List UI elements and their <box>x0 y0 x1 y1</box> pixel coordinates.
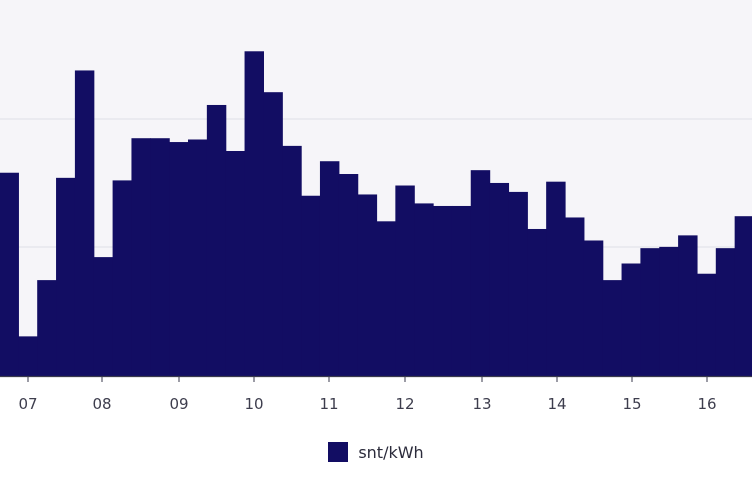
bars <box>0 51 752 376</box>
bar-38[interactable] <box>715 248 736 376</box>
bar-22[interactable] <box>414 203 434 376</box>
legend[interactable]: snt/kWh <box>0 442 752 462</box>
bar-15[interactable] <box>282 145 302 376</box>
bar-3[interactable] <box>56 177 76 376</box>
x-tick-label-09: 09 <box>169 395 188 413</box>
bar-11[interactable] <box>206 104 227 376</box>
x-tick-label-07: 07 <box>18 395 37 413</box>
bar-17[interactable] <box>319 161 340 376</box>
legend-swatch <box>328 442 349 462</box>
bar-37[interactable] <box>696 273 717 376</box>
bar-14[interactable] <box>263 92 283 376</box>
bar-27[interactable] <box>508 191 528 376</box>
x-tick-label-13: 13 <box>472 395 491 413</box>
bar-19[interactable] <box>357 194 378 376</box>
x-tick-label-15: 15 <box>622 395 641 413</box>
bar-24[interactable] <box>451 205 472 376</box>
bar-0[interactable] <box>0 172 19 376</box>
bar-31[interactable] <box>583 240 604 376</box>
x-axis-ticks: 07 08 09 10 11 12 13 14 15 16 <box>18 376 717 413</box>
bar-1[interactable] <box>18 336 38 376</box>
bar-23[interactable] <box>433 205 453 376</box>
bar-5[interactable] <box>93 257 114 376</box>
bar-25[interactable] <box>470 170 491 376</box>
bar-36[interactable] <box>678 235 698 376</box>
bar-10[interactable] <box>188 139 208 376</box>
bar-21[interactable] <box>395 185 415 376</box>
x-tick-label-08: 08 <box>92 395 111 413</box>
bar-29[interactable] <box>546 181 566 376</box>
bar-8[interactable] <box>150 138 170 376</box>
bar-39[interactable] <box>734 216 752 376</box>
x-tick-label-14: 14 <box>547 395 566 413</box>
bar-16[interactable] <box>301 195 321 376</box>
bar-34[interactable] <box>640 248 660 376</box>
bar-33[interactable] <box>621 263 641 377</box>
x-tick-label-11: 11 <box>319 395 338 413</box>
bar-4[interactable] <box>74 70 95 376</box>
bar-9[interactable] <box>169 142 189 376</box>
bar-18[interactable] <box>338 174 359 376</box>
bar-2[interactable] <box>37 280 57 376</box>
bar-30[interactable] <box>565 217 585 376</box>
bar-26[interactable] <box>489 182 510 376</box>
bar-20[interactable] <box>376 221 396 376</box>
bar-28[interactable] <box>527 228 547 376</box>
x-tick-label-10: 10 <box>244 395 263 413</box>
bar-32[interactable] <box>602 280 623 376</box>
bar-12[interactable] <box>225 151 246 376</box>
bar-35[interactable] <box>659 246 679 376</box>
x-tick-label-16: 16 <box>697 395 716 413</box>
bar-6[interactable] <box>112 180 133 376</box>
bar-7[interactable] <box>131 138 151 376</box>
legend-label: snt/kWh <box>358 442 424 462</box>
x-tick-label-12: 12 <box>395 395 414 413</box>
bar-13[interactable] <box>244 51 264 376</box>
